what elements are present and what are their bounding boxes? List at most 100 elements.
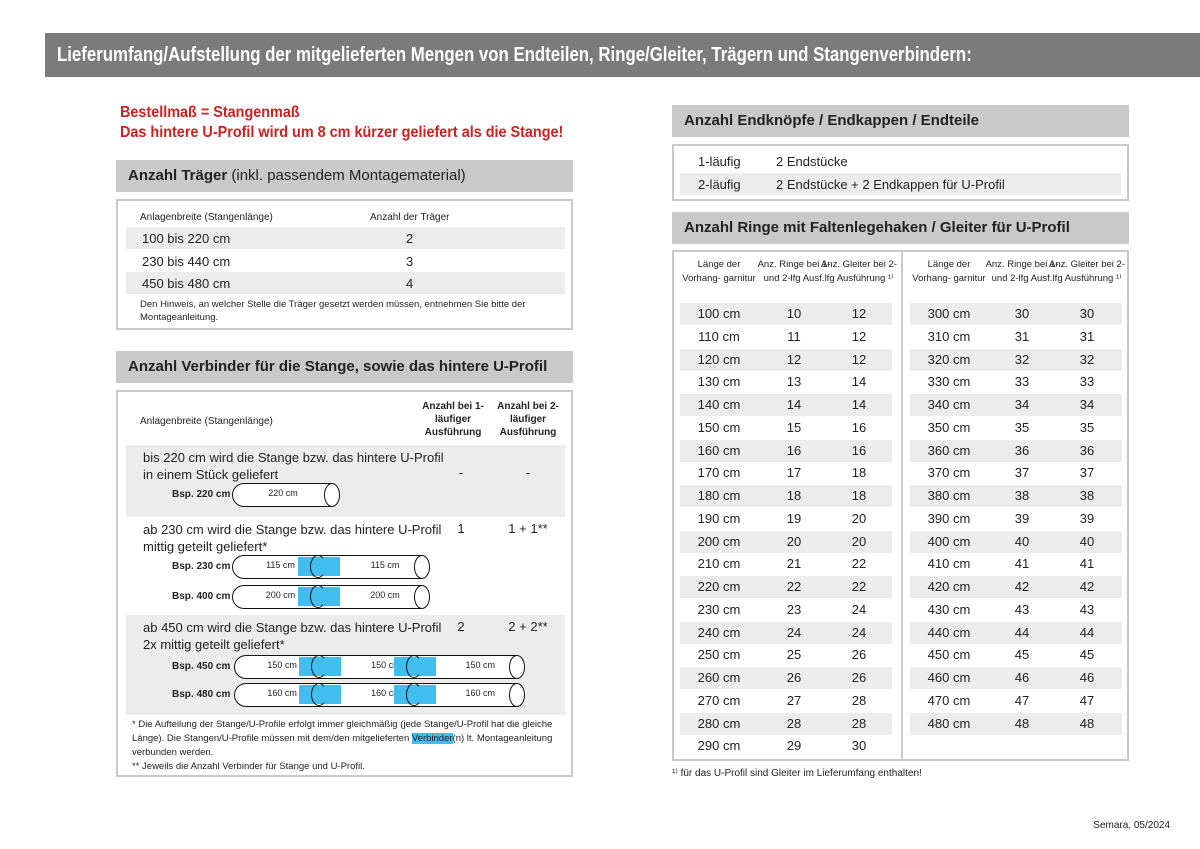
table-cell: 19 [786, 510, 802, 526]
count-2-laeufig: 1 + 1** [508, 521, 548, 536]
pipe-diagram: 115 cm 115 cm [232, 554, 430, 579]
table-cell: 26 [851, 647, 867, 663]
table-row [910, 576, 1122, 598]
table-cell: 130 cm [697, 374, 741, 390]
table-cell: 35 [1014, 419, 1030, 435]
range-cell: 450 bis 480 cm [142, 276, 231, 291]
table-cell: 43 [1079, 601, 1095, 617]
table-cell: 400 cm [927, 533, 971, 549]
count-2-laeufig: - [525, 465, 531, 480]
segment-length: 160 cm [371, 688, 401, 698]
table-cell: 12 [851, 351, 867, 367]
pipe-end [414, 554, 430, 579]
table-cell: 300 cm [927, 306, 971, 321]
segment-length: 160 cm [465, 688, 496, 698]
table-cell: 33 [1014, 374, 1030, 390]
table-cell: 310 cm [927, 328, 971, 344]
table-cell: 16 [851, 419, 867, 435]
table-cell: 21 [786, 556, 802, 572]
table-cell: 480 cm [927, 715, 971, 731]
table-cell: 36 [1014, 442, 1030, 458]
value-cell: 2 Endstücke + 2 Endkappen für U-Profil [776, 177, 1005, 192]
table-row [910, 348, 1122, 371]
example-label: Bsp. 400 cm [172, 591, 231, 602]
table-row [910, 621, 1122, 644]
table-row: 230 bis 440 cm 3 [126, 250, 565, 272]
table-cell: 30 [851, 738, 867, 754]
table-cell: 320 cm [927, 351, 971, 367]
table-cell: 370 cm [927, 465, 971, 481]
table-cell: 28 [851, 715, 867, 731]
col-header: Anlagenbreite (Stangenlänge) [140, 212, 273, 223]
table-cell: 37 [1014, 465, 1030, 481]
table-row [910, 394, 1122, 416]
table-cell: 330 cm [927, 374, 971, 390]
connector-icon [298, 555, 340, 578]
footer-credit: Semara, 05/2024 [1093, 820, 1170, 831]
pipe-end [414, 584, 430, 609]
row-description: bis 220 cm wird die Stange bzw. das hint… [143, 450, 444, 482]
table-cell: 430 cm [927, 601, 971, 617]
table-cell: 390 cm [927, 510, 971, 526]
table-cell: 48 [1079, 715, 1095, 731]
type-cell: 2-läufig [698, 177, 741, 192]
col-header: Anzahl bei 1-läufiger Ausführung [422, 401, 484, 438]
table-row [680, 621, 892, 644]
example-label: Bsp. 220 cm [172, 489, 231, 500]
table-cell: 26 [851, 670, 867, 685]
segment-length: 115 cm [266, 560, 295, 570]
table-cell: 47 [1079, 692, 1095, 708]
table-row: 1-läufig 2 Endstücke [680, 150, 1121, 172]
table-cell: 360 cm [927, 442, 971, 458]
table-cell: 29 [786, 738, 802, 754]
table-row [680, 576, 892, 598]
table-cell: 350 cm [927, 419, 971, 435]
table-cell: 12 [851, 306, 867, 321]
order-notice: Bestellmaß = Stangenmaß Das hintere U-Pr… [120, 103, 613, 143]
table-cell: 30 [1079, 306, 1095, 321]
table-row [910, 712, 1122, 735]
table-cell: 42 [1079, 579, 1095, 594]
table-row [910, 303, 1122, 325]
table-cell: 38 [1079, 488, 1095, 503]
table-cell: 20 [851, 533, 867, 549]
pipe-diagram: 150 cm 150 cm 150 cm [234, 654, 525, 679]
table-cell: 26 [786, 670, 802, 685]
segment-length: 220 cm [268, 488, 298, 498]
table-cell: 31 [1014, 328, 1030, 344]
table-cell: 22 [786, 579, 802, 594]
table-cell: 23 [786, 601, 802, 617]
row-description: ab 230 cm wird die Stange bzw. das hinte… [143, 522, 442, 554]
verbinder-footnotes: * Die Aufteilung der Stange/U-Profile er… [132, 719, 553, 772]
segment-length: 115 cm [370, 560, 400, 570]
table-row [910, 439, 1122, 462]
row-description: ab 450 cm wird die Stange bzw. das hinte… [143, 620, 442, 652]
table-cell: 28 [851, 692, 867, 708]
table-cell: 24 [851, 624, 867, 640]
table-cell: 280 cm [697, 715, 741, 731]
table-cell: 46 [1014, 670, 1030, 685]
count-cell: 2 [406, 231, 414, 246]
table-row: 2-läufig 2 Endstücke + 2 Endkappen für U… [680, 173, 1121, 195]
table-row: 450 bis 480 cm 4 [126, 272, 565, 294]
col-header: Länge der Vorhang- garnitur [912, 259, 986, 284]
table-cell: 38 [1014, 488, 1030, 503]
table-cell: 16 [851, 442, 867, 458]
segment-length: 150 cm [267, 660, 297, 670]
table-cell: 210 cm [697, 556, 741, 572]
connector-icon [299, 655, 342, 678]
endteile-heading: Anzahl Endknöpfe / Endkappen / Endteile [672, 105, 1129, 137]
col-header: Anz. Gleiter bei 2-lfg Ausführung ¹⁾ [820, 259, 898, 284]
verbinder-row: ab 230 cm wird die Stange bzw. das hinte… [126, 517, 565, 615]
table-cell: 15 [786, 419, 802, 435]
count-cell: 4 [406, 276, 414, 291]
table-cell: 200 cm [697, 533, 741, 549]
col-header: Anz. Gleiter bei 2-lfg Ausführung ¹⁾ [1048, 259, 1126, 284]
table-cell: 43 [1014, 601, 1030, 617]
table-row [910, 530, 1122, 553]
connector-icon [298, 585, 340, 608]
table-row [680, 303, 892, 325]
page-title-bar: Lieferumfang/Aufstellung der mitgeliefer… [45, 33, 1200, 77]
table-cell: 18 [786, 488, 802, 503]
table-cell: 48 [1014, 715, 1030, 731]
